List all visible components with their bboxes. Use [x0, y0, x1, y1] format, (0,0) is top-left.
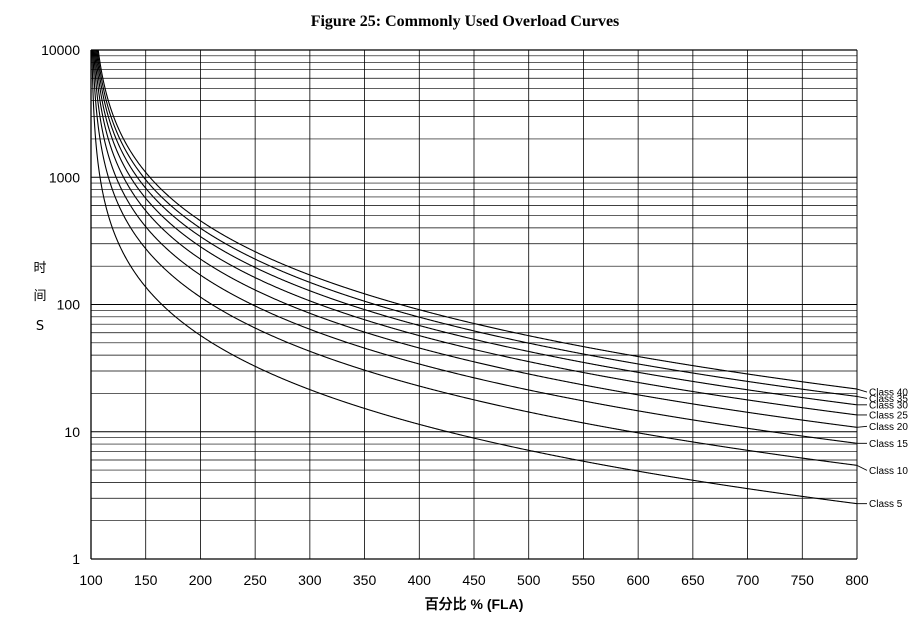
y-tick-label: 100 — [57, 297, 81, 313]
curve-label: Class 35 — [869, 394, 908, 405]
y-axis-label-line-2: 间 — [33, 289, 46, 304]
curve-label: Class 20 — [869, 422, 908, 433]
x-tick-label: 750 — [791, 572, 815, 588]
y-axis-label-line-1: 时 — [33, 261, 46, 276]
x-tick-label: 250 — [243, 572, 267, 588]
y-tick-label: 1 — [72, 551, 80, 567]
x-tick-label: 650 — [681, 572, 705, 588]
x-tick-label: 350 — [353, 572, 377, 588]
overload-curve — [95, 49, 857, 416]
x-tick-label: 500 — [517, 572, 541, 588]
curve-label: Class 5 — [869, 499, 903, 510]
x-tick-label: 800 — [845, 572, 869, 588]
x-tick-label: 100 — [79, 572, 103, 588]
y-tick-label: 10000 — [41, 42, 80, 58]
curve-label-leader — [856, 395, 868, 399]
chart-title: Figure 25: Commonly Used Overload Curves — [311, 13, 620, 30]
overload-curve — [92, 49, 857, 466]
curve-label-leader — [856, 388, 868, 393]
overload-curve — [96, 49, 857, 397]
grid — [90, 49, 858, 560]
y-tick-labels: 1 10 100 1000 10000 — [41, 42, 80, 567]
curve-label: Class 25 — [869, 410, 908, 421]
x-tick-label: 700 — [736, 572, 760, 588]
curve-label: Class 40 — [869, 388, 908, 399]
x-tick-label: 400 — [408, 572, 432, 588]
x-axis-label: 百分比 % (FLA) — [425, 596, 524, 612]
x-tick-label: 550 — [572, 572, 596, 588]
x-tick-labels: 100 150 200 250 300 350 400 450 500 550 600 650 700 7… — [79, 572, 869, 588]
overload-curve — [97, 49, 857, 390]
x-tick-label: 600 — [626, 572, 650, 588]
curve-label-leader — [856, 425, 868, 428]
x-tick-label: 200 — [189, 572, 213, 588]
y-axis-label-line-3: S — [36, 319, 44, 334]
curve-label: Class 30 — [869, 400, 908, 411]
overload-curve — [94, 49, 857, 428]
x-tick-label: 300 — [298, 572, 322, 588]
curve-label-leader — [856, 464, 868, 471]
overload-curve — [91, 49, 857, 505]
overload-curve — [93, 49, 857, 444]
x-tick-label: 450 — [462, 572, 486, 588]
curve-label: Class 15 — [869, 439, 908, 450]
y-tick-label: 10 — [64, 424, 80, 440]
y-tick-label: 1000 — [49, 169, 80, 185]
x-tick-label: 150 — [134, 572, 158, 588]
curve-label: Class 10 — [869, 466, 908, 477]
overload-curve — [95, 49, 857, 406]
